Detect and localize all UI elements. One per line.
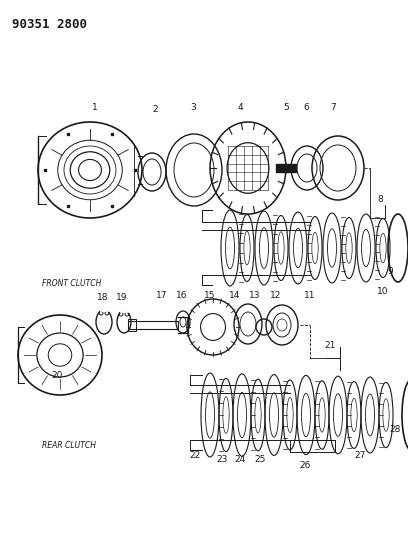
Text: 13: 13 — [249, 290, 261, 300]
Text: 12: 12 — [271, 290, 282, 300]
Text: 19: 19 — [116, 294, 128, 303]
Bar — [128, 319, 136, 331]
Text: 7: 7 — [330, 103, 336, 112]
Text: 11: 11 — [304, 290, 316, 300]
Text: 5: 5 — [283, 103, 289, 112]
Text: 9: 9 — [387, 268, 393, 277]
Text: 23: 23 — [216, 456, 228, 464]
Text: 15: 15 — [204, 290, 216, 300]
Text: 8: 8 — [377, 196, 383, 205]
Text: 10: 10 — [377, 287, 389, 296]
Text: 4: 4 — [237, 102, 243, 111]
Text: FRONT CLUTCH: FRONT CLUTCH — [42, 279, 101, 287]
Text: 28: 28 — [389, 425, 401, 434]
Text: 22: 22 — [189, 451, 201, 461]
Text: 20: 20 — [51, 370, 63, 379]
Text: 3: 3 — [190, 103, 196, 112]
Text: 27: 27 — [354, 451, 366, 461]
Text: 25: 25 — [254, 456, 266, 464]
Text: 26: 26 — [299, 461, 310, 470]
Text: 1: 1 — [92, 103, 98, 112]
Text: 6: 6 — [303, 103, 309, 112]
Bar — [276, 164, 296, 172]
Text: 16: 16 — [176, 290, 188, 300]
Text: 90351 2800: 90351 2800 — [12, 18, 87, 31]
Text: 17: 17 — [156, 290, 168, 300]
Text: 14: 14 — [229, 290, 241, 300]
Bar — [128, 321, 178, 329]
Text: REAR CLUTCH: REAR CLUTCH — [42, 440, 96, 449]
Text: 24: 24 — [234, 456, 246, 464]
Text: 18: 18 — [97, 294, 109, 303]
Text: 21: 21 — [324, 341, 336, 350]
Text: 2: 2 — [152, 106, 158, 115]
